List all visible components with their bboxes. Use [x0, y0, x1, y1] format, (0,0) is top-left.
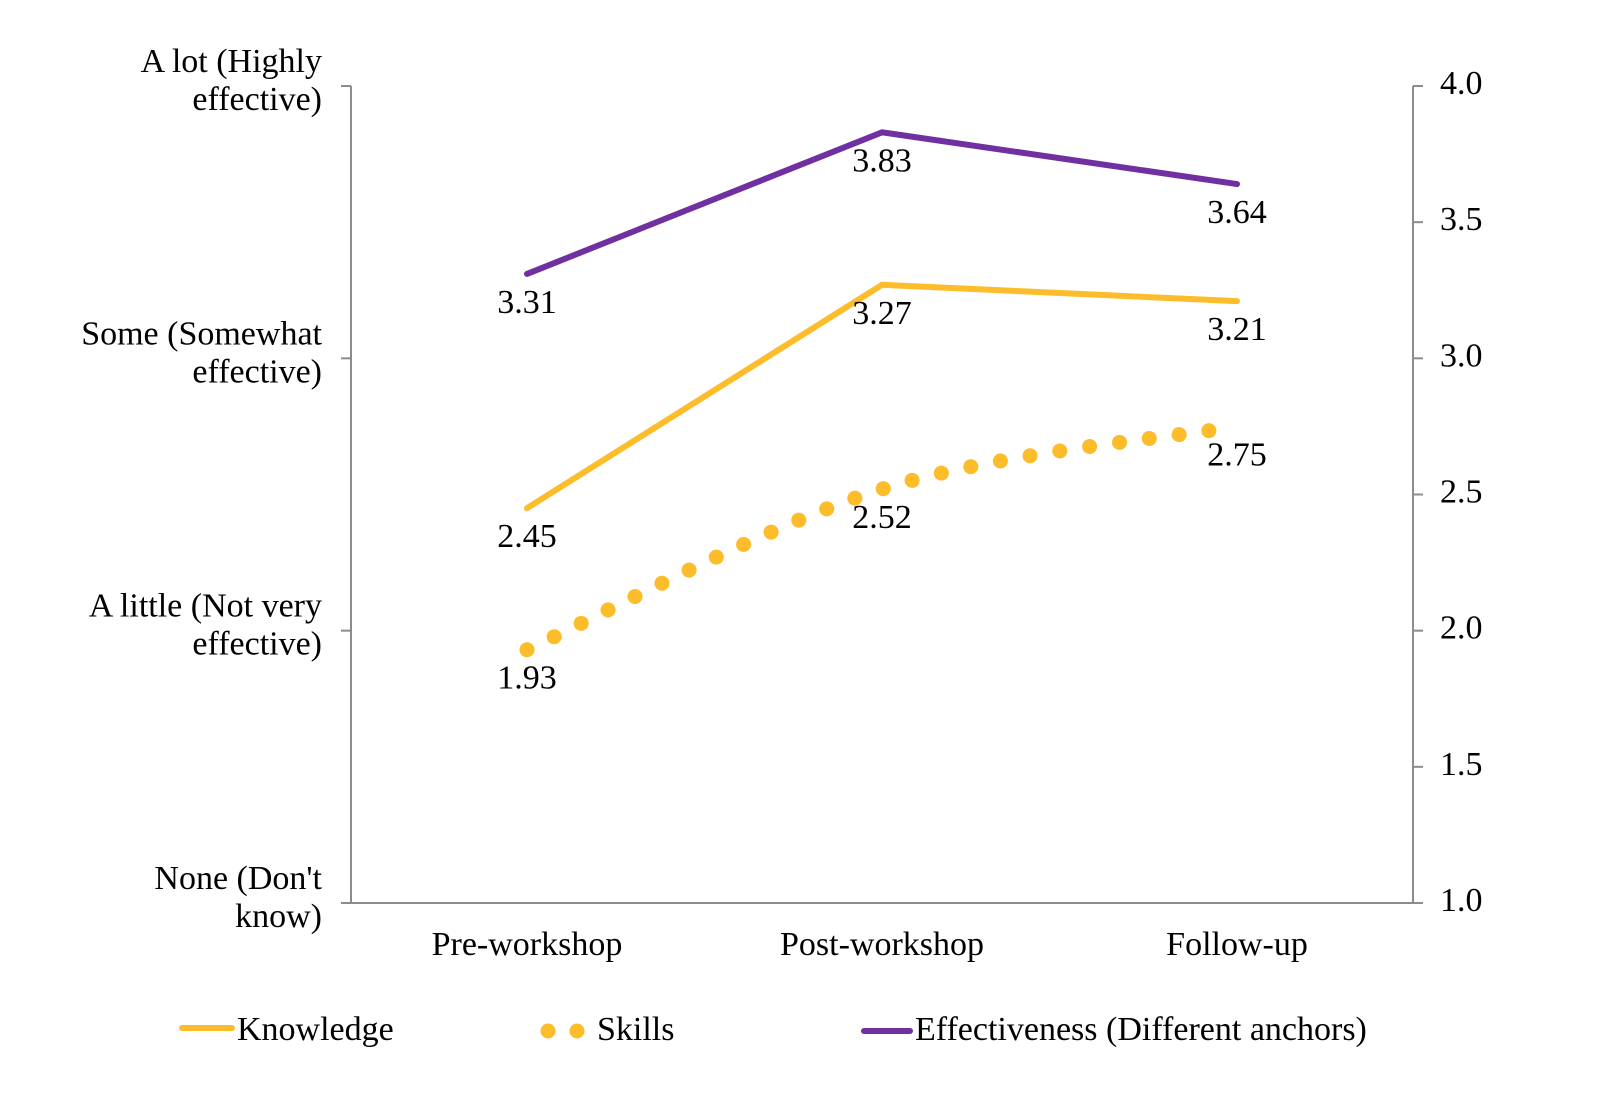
left-axis-tick-label: A lot (Highly effective)	[141, 43, 322, 118]
left-axis-tick-label-line: effective)	[192, 626, 322, 663]
effectiveness-data-label: 3.31	[497, 284, 557, 321]
right-axis-tick-label: 2.0	[1440, 610, 1483, 647]
right-axis-tick-label: 2.5	[1440, 474, 1483, 511]
left-axis-tick-label-line: A little (Not very	[89, 588, 322, 625]
left-axis-tick-label-line: effective)	[192, 353, 322, 390]
series-layer	[519, 129, 1245, 658]
skills-data-point	[524, 647, 530, 653]
knowledge-data-point	[879, 282, 885, 288]
knowledge-data-point	[524, 505, 530, 511]
right-axis-tick-label: 1.5	[1440, 746, 1483, 783]
left-axis-tick-label-line: know)	[235, 898, 322, 935]
skills-data-point	[1234, 423, 1240, 429]
effectiveness-data-label: 3.64	[1207, 194, 1267, 231]
left-axis-tick-label-line: effective)	[192, 81, 322, 118]
right-axis-tick-label: 3.0	[1440, 337, 1483, 374]
left-axis-tick-label-line: A lot (Highly	[141, 43, 322, 80]
legend-skills-label: Skills	[597, 1011, 674, 1048]
data-labels: 2.45 3.27 3.21 1.93 2.52 2.75 3.31 3.83 3.64	[497, 142, 1267, 696]
skills-data-label: 1.93	[497, 660, 557, 697]
effectiveness-series-line	[524, 129, 1240, 277]
knowledge-data-point	[1234, 298, 1240, 304]
effectiveness-data-point	[879, 129, 885, 135]
effectiveness-data-point	[524, 271, 530, 277]
left-axis-tick-label-line: None (Don't	[154, 860, 322, 897]
x-axis-category-label: Pre-workshop	[432, 926, 623, 963]
effectiveness-data-point	[1234, 181, 1240, 187]
x-axis-category-label: Follow-up	[1166, 926, 1308, 963]
skills-data-point	[879, 486, 885, 492]
effectiveness-data-label: 3.83	[852, 142, 912, 179]
right-axis-tick-label: 1.0	[1440, 882, 1483, 919]
knowledge-data-label: 2.45	[497, 518, 557, 555]
skills-series-line	[519, 418, 1245, 658]
skills-data-label: 2.75	[1207, 436, 1267, 473]
legend-skills-swatch-dot	[569, 1023, 585, 1039]
axes: A lot (Highly effective)Some (Somewhat eff…	[81, 43, 1482, 963]
knowledge-series-line	[524, 281, 1240, 512]
x-axis-category-label: Post-workshop	[780, 926, 984, 963]
legend-knowledge-label: Knowledge	[237, 1011, 394, 1048]
knowledge-data-label: 3.27	[852, 295, 912, 332]
left-axis-tick-label: A little (Not very effective)	[89, 588, 322, 663]
legend-skills-swatch-dot	[540, 1023, 556, 1039]
legend: Knowledge Skills Effectiveness (Different …	[179, 1011, 1367, 1048]
left-axis-tick-label: Some (Somewhat effective)	[81, 315, 322, 390]
right-axis-tick-label: 3.5	[1440, 201, 1483, 238]
left-axis-tick-label: None (Don't know)	[154, 860, 322, 935]
skills-data-label: 2.52	[852, 499, 912, 536]
knowledge-data-label: 3.21	[1207, 311, 1267, 348]
left-axis-tick-label-line: Some (Somewhat	[81, 315, 322, 352]
legend-effectiveness-label: Effectiveness (Different anchors)	[915, 1011, 1367, 1048]
right-axis-tick-label: 4.0	[1440, 65, 1483, 102]
